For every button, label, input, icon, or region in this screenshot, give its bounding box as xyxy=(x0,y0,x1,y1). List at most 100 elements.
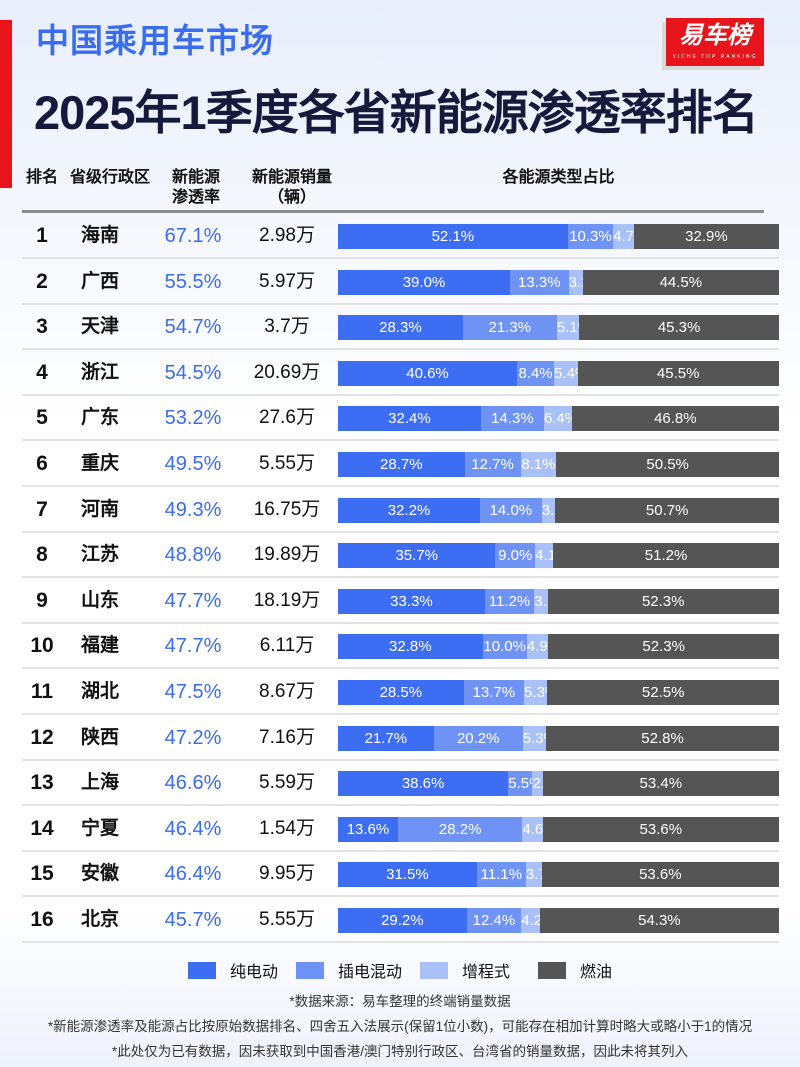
bar-segment-erev: 5.3% xyxy=(522,725,557,751)
table-row: 5 广东 53.2% 27.6万 32.4% 14.3% 6.4% 46.8% xyxy=(22,396,779,442)
bar-segment-bev: 29.2% xyxy=(338,908,467,933)
bar-segment-erev: 3.1% xyxy=(541,497,576,523)
share-bar: 52.1% 10.3% 4.7% 32.9% xyxy=(338,224,779,249)
bar-segment-phev: 12.4% xyxy=(466,908,522,933)
bar-segment-phev: 10.3% xyxy=(567,224,614,249)
row-divider xyxy=(22,257,779,259)
table-row: 1 海南 67.1% 2.98万 52.1% 10.3% 4.7% 32.9% xyxy=(22,214,779,259)
bar-segment-ice: 52.5% xyxy=(547,680,779,705)
bar-segment-erev: 8.1% xyxy=(520,452,557,477)
province-cell: 广西 xyxy=(80,270,119,292)
bar-segment-ice: 45.5% xyxy=(577,360,779,386)
accent-bar xyxy=(0,20,12,188)
sales-cell: 20.69万 xyxy=(253,361,321,383)
table-row: 7 河南 49.3% 16.75万 32.2%14.0%3.1%50.7% xyxy=(22,488,779,533)
col-header-rate-line1: 新能源 xyxy=(171,169,220,186)
bar-segment-erev: 5.1% xyxy=(556,315,591,341)
bar-segment-bev: 32.4% xyxy=(338,406,481,432)
col-header-rank: 排名 xyxy=(25,169,58,186)
sales-cell: 6.11万 xyxy=(259,635,315,657)
bar-segment-ice: 52.3% xyxy=(548,634,779,660)
legend-label-bev: 纯电动 xyxy=(230,964,279,981)
bar-segment-bev: 28.5% xyxy=(338,680,464,705)
rank-cell: 9 xyxy=(36,588,48,612)
row-divider xyxy=(22,895,779,898)
row-divider xyxy=(22,485,779,487)
province-cell: 上海 xyxy=(80,772,119,794)
bar-segment-phev: 9.0% xyxy=(495,543,536,569)
legend-item-bev: 纯电动 xyxy=(188,958,278,982)
bar-segment-ice: 53.6% xyxy=(542,862,779,888)
col-header-rate: 新能源 渗透率 xyxy=(160,168,232,208)
share-bar: 28.7% 12.7% 8.1% 50.5% xyxy=(338,452,779,477)
table-row: 2 广西 55.5% 5.97万 39.0%13.3%3.2%44.5% xyxy=(22,260,779,305)
bar-segment-phev: 20.2% xyxy=(433,725,523,751)
share-bar: 38.6%5.5%2.4%53.4% xyxy=(338,771,779,797)
rate-cell: 55.5% xyxy=(164,270,222,293)
header-divider xyxy=(22,210,764,213)
province-cell: 山东 xyxy=(80,589,119,611)
bar-segment-erev: 3.7% xyxy=(525,862,560,888)
bar-segment-ice: 32.9% xyxy=(633,224,779,249)
rate-cell: 67.1% xyxy=(164,225,222,247)
row-divider xyxy=(22,849,779,852)
bar-segment-ice: 53.4% xyxy=(543,771,779,797)
legend-item-ice: 燃油 xyxy=(538,958,612,982)
sales-cell: 3.7万 xyxy=(264,316,310,338)
share-bar: 32.2%14.0%3.1%50.7% xyxy=(338,497,779,523)
share-bar: 35.7%9.0%4.1%51.2% xyxy=(338,543,779,569)
share-bar: 39.0%13.3%3.2%44.5% xyxy=(338,269,779,295)
bar-segment-bev: 40.6% xyxy=(338,360,518,386)
rank-cell: 4 xyxy=(36,360,48,384)
row-divider xyxy=(22,941,779,943)
sales-cell: 16.75万 xyxy=(253,498,321,520)
rank-cell: 14 xyxy=(30,816,54,840)
bar-segment-phev: 28.2% xyxy=(397,816,523,842)
rank-cell: 6 xyxy=(36,452,48,475)
legend-label-phev: 插电混动 xyxy=(338,964,403,981)
rank-cell: 12 xyxy=(30,725,54,749)
rank-cell: 11 xyxy=(30,680,54,703)
bar-segment-ice: 53.6% xyxy=(542,816,779,842)
row-divider xyxy=(22,393,779,396)
brand-logo: 易车榜 YICHE TOP RANKING xyxy=(666,18,764,66)
table-row: 4 浙江 54.5% 20.69万 40.6% 8.4% 5.4% 45.5% xyxy=(22,351,779,396)
share-bar: 31.5%11.1%3.7%53.6% xyxy=(338,862,779,888)
bar-segment-phev: 14.3% xyxy=(480,406,544,432)
bar-segment-phev: 21.3% xyxy=(462,315,557,341)
row-divider xyxy=(22,621,779,624)
row-divider xyxy=(22,576,779,579)
bar-segment-phev: 8.4% xyxy=(517,360,555,386)
bar-segment-erev: 4.6% xyxy=(522,816,557,842)
row-divider xyxy=(22,667,779,670)
bar-segment-phev: 5.5% xyxy=(508,771,542,797)
bar-segment-ice: 45.3% xyxy=(579,315,779,341)
logo-text: 易车榜 xyxy=(679,22,751,49)
rate-cell: 49.3% xyxy=(164,498,222,521)
col-header-share: 各能源类型占比 xyxy=(502,169,615,186)
bar-segment-bev: 52.1% xyxy=(338,224,568,249)
rank-cell: 5 xyxy=(36,406,48,430)
bar-segment-ice: 51.2% xyxy=(553,543,779,569)
province-cell: 湖北 xyxy=(80,681,119,702)
share-bar: 28.5% 13.7% 5.3% 52.5% xyxy=(338,680,779,705)
bar-segment-ice: 54.3% xyxy=(539,908,779,933)
bar-segment-phev: 14.0% xyxy=(480,497,542,523)
rate-cell: 54.5% xyxy=(164,361,222,384)
table-row: 3 天津 54.7% 3.7万 28.3% 21.3% 5.1% 45.3% xyxy=(22,305,779,351)
sales-cell: 5.55万 xyxy=(259,453,315,474)
legend-item-phev: 插电混动 xyxy=(296,958,402,982)
bar-segment-erev: 6.4% xyxy=(543,406,578,432)
bar-segment-erev: 4.9% xyxy=(526,634,561,660)
bar-segment-bev: 35.7% xyxy=(338,543,496,569)
table-row: 6 重庆 49.5% 5.55万 28.7% 12.7% 8.1% 50.5% xyxy=(22,442,779,487)
province-cell: 江苏 xyxy=(80,544,119,566)
page-subtitle: 中国乘用车市场 xyxy=(36,22,274,59)
share-bar: 29.2% 12.4% 4.2% 54.3% xyxy=(338,908,779,933)
province-cell: 宁夏 xyxy=(80,817,119,839)
bar-segment-bev: 31.5% xyxy=(338,862,477,888)
bar-segment-phev: 12.7% xyxy=(464,452,521,477)
table-row: 13 上海 46.6% 5.59万 38.6%5.5%2.4%53.4% xyxy=(22,761,779,807)
row-divider xyxy=(22,302,779,305)
sales-cell: 8.67万 xyxy=(259,681,315,702)
